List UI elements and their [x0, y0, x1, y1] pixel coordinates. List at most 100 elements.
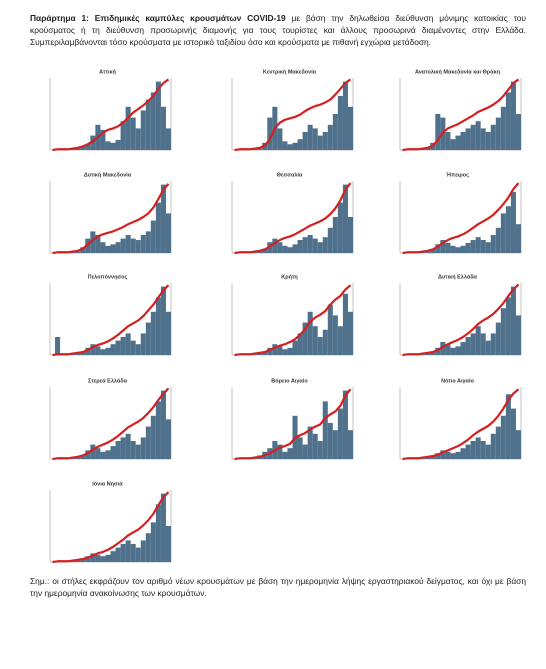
- bar: [425, 251, 431, 253]
- bar: [80, 455, 86, 459]
- bar: [435, 347, 441, 355]
- bar: [495, 227, 501, 253]
- bar: [75, 251, 81, 253]
- bar: [327, 227, 333, 253]
- bar: [505, 394, 511, 459]
- bar: [490, 433, 496, 459]
- bar: [125, 540, 131, 562]
- bar: [105, 245, 111, 253]
- cumulative-line: [234, 284, 352, 357]
- bar: [155, 504, 161, 562]
- bar: [347, 311, 353, 355]
- bar: [510, 286, 516, 355]
- bar: [125, 433, 131, 459]
- bar: [515, 224, 521, 253]
- panel-title: Θεσσαλία: [277, 172, 303, 178]
- bar: [470, 333, 476, 355]
- bar: [155, 81, 161, 150]
- bar: [272, 238, 278, 253]
- bar: [347, 430, 353, 459]
- bar: [55, 337, 61, 355]
- bar: [90, 553, 96, 562]
- bar: [292, 244, 298, 253]
- bar: [257, 251, 263, 253]
- bar: [110, 244, 116, 253]
- bar: [495, 426, 501, 459]
- bar: [312, 238, 318, 253]
- bar: [490, 235, 496, 253]
- bar: [450, 245, 456, 253]
- bar: [125, 106, 131, 150]
- bar: [317, 242, 323, 253]
- bar: [110, 142, 116, 150]
- bar: [282, 349, 288, 355]
- bar: [75, 353, 81, 355]
- bar: [115, 441, 121, 459]
- bar: [510, 81, 516, 150]
- bar: [495, 117, 501, 150]
- bar: [140, 235, 146, 253]
- bar: [277, 128, 283, 150]
- bar: [332, 430, 338, 459]
- bar: [115, 242, 121, 253]
- bar: [140, 110, 146, 150]
- bar: [485, 340, 491, 355]
- bar: [95, 554, 101, 562]
- bar: [75, 560, 81, 562]
- bar: [302, 322, 308, 355]
- bar: [445, 242, 451, 253]
- bar: [317, 441, 323, 459]
- bar: [165, 311, 171, 355]
- bar: [282, 245, 288, 253]
- bar: [317, 135, 323, 150]
- bar: [160, 390, 166, 459]
- bar: [287, 448, 293, 459]
- bar: [140, 333, 146, 355]
- bar: [297, 139, 303, 150]
- bar: [485, 132, 491, 150]
- bar: [135, 547, 141, 562]
- cumulative-line: [52, 183, 170, 255]
- panel-title: Ήπειρος: [446, 172, 469, 178]
- bar: [302, 237, 308, 253]
- bar: [95, 448, 101, 459]
- bar: [257, 353, 263, 355]
- cumulative-line: [52, 491, 170, 564]
- bar: [110, 551, 116, 562]
- bar: [485, 444, 491, 459]
- bar: [145, 231, 151, 253]
- footnote: Σημ.: οι στήλες εκφράζουν τον αριθμό νέω…: [30, 576, 526, 599]
- bar: [342, 293, 348, 355]
- cumulative-line: [52, 284, 170, 357]
- bar: [130, 238, 136, 253]
- cumulative-line: [52, 387, 170, 461]
- bar: [455, 346, 461, 355]
- bar: [100, 349, 106, 355]
- bar: [327, 304, 333, 355]
- bar: [282, 141, 288, 150]
- bar: [347, 106, 353, 150]
- bar: [140, 437, 146, 459]
- bar: [505, 297, 511, 355]
- bar: [85, 450, 91, 459]
- bar: [490, 124, 496, 150]
- bar: [100, 129, 106, 150]
- bar: [450, 347, 456, 355]
- bar: [297, 240, 303, 253]
- bar: [120, 337, 126, 355]
- bar: [500, 415, 506, 459]
- bar: [90, 231, 96, 253]
- bar: [100, 556, 106, 562]
- bar: [460, 245, 466, 253]
- bar: [160, 106, 166, 150]
- bar: [145, 426, 151, 459]
- bar: [277, 242, 283, 253]
- panel-title: Κρήτη: [281, 274, 298, 280]
- bar: [125, 235, 131, 253]
- bar: [515, 114, 521, 150]
- bar: [292, 142, 298, 150]
- bar: [85, 347, 91, 355]
- bar: [80, 352, 86, 355]
- cumulative-line: [402, 78, 520, 152]
